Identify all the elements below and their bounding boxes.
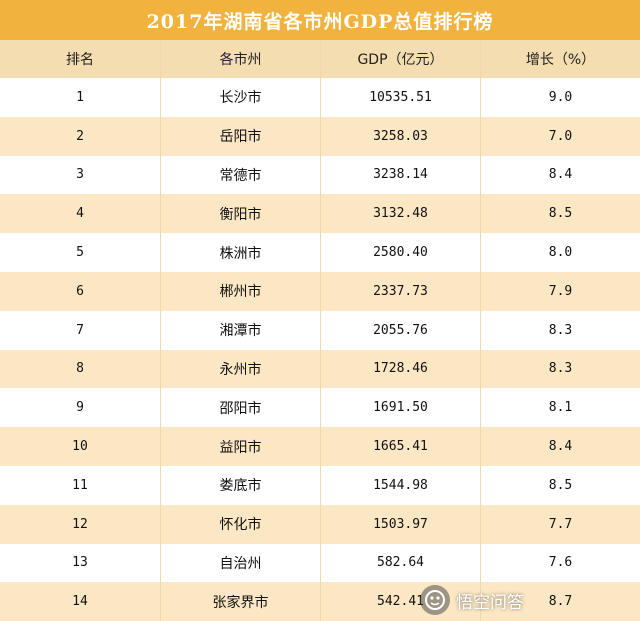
header-gdp: GDP（亿元） <box>320 40 480 78</box>
city-cell: 娄底市 <box>160 465 320 505</box>
gdp-cell: 2337.73 <box>320 271 480 311</box>
city-cell: 邵阳市 <box>160 388 320 428</box>
city-cell: 衡阳市 <box>160 194 320 234</box>
table-header-row: 排名 各市州 GDP（亿元） 增长（%） <box>0 40 640 78</box>
table-row: 14 张家界市 542.41 8.7 <box>0 582 640 621</box>
rank-cell: 7 <box>76 322 84 338</box>
watermark-text: 悟空问答 <box>456 592 524 613</box>
rank-cell: 4 <box>76 206 84 222</box>
rank-cell: 6 <box>76 283 84 299</box>
rank-cell: 11 <box>72 477 88 493</box>
gdp-cell: 10535.51 <box>320 78 480 117</box>
gdp-cell: 3238.14 <box>320 155 480 195</box>
growth-cell: 8.4 <box>480 155 640 195</box>
growth-cell: 8.3 <box>480 349 640 389</box>
city-cell: 自治州 <box>160 543 320 583</box>
table-row: 3 常德市 3238.14 8.4 <box>0 155 640 195</box>
rank-cell: 13 <box>72 555 88 571</box>
gdp-cell: 582.64 <box>320 543 480 583</box>
growth-cell: 8.0 <box>480 233 640 272</box>
wukong-logo-icon <box>420 585 450 615</box>
gdp-cell: 1691.50 <box>320 388 480 428</box>
rank-cell: 12 <box>72 516 88 532</box>
rank-cell: 5 <box>76 245 84 261</box>
table-row: 8 永州市 1728.46 8.3 <box>0 349 640 389</box>
growth-cell: 8.5 <box>480 465 640 505</box>
city-cell: 益阳市 <box>160 427 320 466</box>
growth-cell: 8.7 <box>480 582 640 621</box>
gdp-cell: 1728.46 <box>320 349 480 389</box>
table-row: 10 益阳市 1665.41 8.4 <box>0 427 640 466</box>
header-rank: 排名 <box>66 52 94 68</box>
city-cell: 湘潭市 <box>160 310 320 350</box>
city-cell: 常德市 <box>160 155 320 195</box>
growth-cell: 7.9 <box>480 271 640 311</box>
gdp-cell: 2580.40 <box>320 233 480 272</box>
gdp-cell: 542.41 <box>320 582 480 621</box>
city-cell: 张家界市 <box>160 582 320 621</box>
rank-cell: 1 <box>76 89 84 105</box>
gdp-cell: 3132.48 <box>320 194 480 234</box>
table-row: 2 岳阳市 3258.03 7.0 <box>0 116 640 156</box>
table-row: 12 怀化市 1503.97 7.7 <box>0 504 640 544</box>
table-row: 4 衡阳市 3132.48 8.5 <box>0 194 640 234</box>
city-cell: 郴州市 <box>160 271 320 311</box>
growth-cell: 7.6 <box>480 543 640 583</box>
rank-cell: 10 <box>72 439 88 455</box>
gdp-cell: 1665.41 <box>320 427 480 466</box>
table-row: 1 长沙市 10535.51 9.0 <box>0 78 640 117</box>
city-cell: 株洲市 <box>160 233 320 272</box>
table-row: 13 自治州 582.64 7.6 <box>0 543 640 583</box>
growth-cell: 8.5 <box>480 194 640 234</box>
table-row: 9 邵阳市 1691.50 8.1 <box>0 388 640 428</box>
table-row: 6 郴州市 2337.73 7.9 <box>0 271 640 311</box>
rank-cell: 9 <box>76 400 84 416</box>
table-title: 2017年湖南省各市州GDP总值排行榜 <box>0 0 640 40</box>
city-cell: 永州市 <box>160 349 320 389</box>
rank-cell: 8 <box>76 361 84 377</box>
gdp-cell: 3258.03 <box>320 116 480 156</box>
city-cell: 岳阳市 <box>160 116 320 156</box>
rank-cell: 14 <box>72 594 88 610</box>
table-row: 7 湘潭市 2055.76 8.3 <box>0 310 640 350</box>
table-row: 11 娄底市 1544.98 8.5 <box>0 465 640 505</box>
gdp-cell: 1544.98 <box>320 465 480 505</box>
gdp-cell: 2055.76 <box>320 310 480 350</box>
header-city: 各市州 <box>160 40 320 78</box>
city-cell: 怀化市 <box>160 504 320 544</box>
growth-cell: 7.7 <box>480 504 640 544</box>
header-growth: 增长（%） <box>480 40 640 78</box>
rank-cell: 2 <box>76 128 84 144</box>
growth-cell: 8.3 <box>480 310 640 350</box>
growth-cell: 7.0 <box>480 116 640 156</box>
table-row: 5 株洲市 2580.40 8.0 <box>0 233 640 272</box>
gdp-cell: 1503.97 <box>320 504 480 544</box>
table-body: 1 长沙市 10535.51 9.0 2 岳阳市 3258.03 7.0 3 常德市 3238.14… <box>0 78 640 621</box>
growth-cell: 8.4 <box>480 427 640 466</box>
growth-cell: 9.0 <box>480 78 640 117</box>
watermark: 悟空问答 <box>420 582 635 618</box>
growth-cell: 8.1 <box>480 388 640 428</box>
city-cell: 长沙市 <box>160 78 320 117</box>
rank-cell: 3 <box>76 167 84 183</box>
